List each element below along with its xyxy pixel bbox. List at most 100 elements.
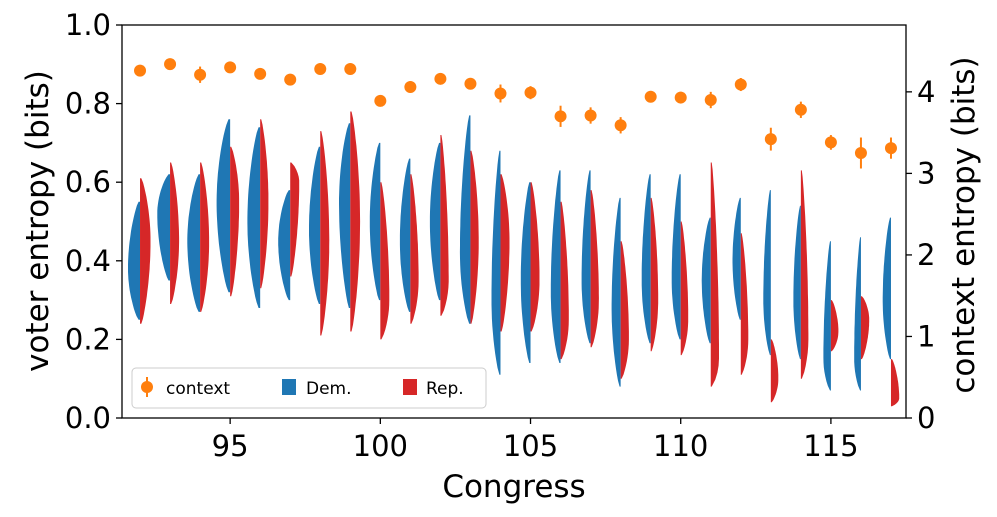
context-point-96 <box>254 67 267 80</box>
context-point-101 <box>404 80 417 93</box>
x-tick-label-95: 95 <box>212 429 249 463</box>
dem-violin-113 <box>763 190 771 356</box>
rep-violin-102 <box>440 135 449 316</box>
dem-violin-111 <box>701 217 711 344</box>
dem-violin-114 <box>793 205 801 360</box>
dem-violin-107 <box>581 170 591 344</box>
rep-violin-93 <box>170 162 180 304</box>
y-left-tick-label-1.0: 1.0 <box>65 8 111 42</box>
rep-violin-103 <box>470 150 479 324</box>
legend-dem-swatch <box>282 379 296 395</box>
rep-violin-115 <box>830 300 839 352</box>
dem-violin-93 <box>157 174 171 281</box>
legend: context Dem. Rep. <box>131 367 487 409</box>
context-point-114 <box>794 103 807 116</box>
rep-violin-105 <box>530 182 540 332</box>
context-point-107 <box>584 109 597 122</box>
context-point-113 <box>764 133 777 146</box>
dem-violin-117 <box>882 217 891 360</box>
context-point-100 <box>374 94 387 107</box>
context-point-94 <box>194 68 207 81</box>
y-left-tick-label-0.2: 0.2 <box>65 322 111 356</box>
legend-rep-swatch <box>403 379 417 395</box>
rep-violin-99 <box>350 111 361 332</box>
legend-context-marker <box>141 381 153 393</box>
rep-violin-114 <box>800 170 809 379</box>
y-right-tick-label-3: 3 <box>917 156 935 190</box>
context-point-108 <box>614 119 627 132</box>
rep-violin-113 <box>770 339 779 403</box>
context-point-116 <box>854 147 867 160</box>
legend-dem-label: Dem. <box>306 379 352 399</box>
context-point-104 <box>494 87 507 100</box>
legend-box <box>131 367 487 409</box>
dem-violin-112 <box>732 197 741 320</box>
rep-violin-109 <box>650 197 659 352</box>
x-axis-title: Congress <box>442 469 585 505</box>
rep-violin-97 <box>290 162 300 277</box>
y-left-tick-label-0.8: 0.8 <box>65 87 111 121</box>
x-tick-label-115: 115 <box>803 429 858 463</box>
y-axis-left-title: voter entropy (bits) <box>20 70 56 372</box>
rep-violin-110 <box>680 221 689 356</box>
tick-layer: 95 100 105 110 115 0.0 0.2 0.4 0.6 0.8 1.0 0 1 2 3 4 <box>65 8 936 463</box>
dem-violin-106 <box>550 170 561 363</box>
dem-violin-103 <box>459 115 471 324</box>
dem-violin-110 <box>671 174 681 340</box>
dem-violin-108 <box>611 197 621 387</box>
rep-violin-104 <box>500 174 510 332</box>
y-right-tick-label-4: 4 <box>917 75 935 109</box>
x-tick-label-100: 100 <box>353 429 408 463</box>
y-left-tick-label-0.0: 0.0 <box>65 401 111 435</box>
dem-violin-94 <box>187 174 201 312</box>
rep-violin-95 <box>230 146 240 297</box>
x-tick-label-110: 110 <box>653 429 708 463</box>
context-point-92 <box>134 64 147 77</box>
legend-rep-label: Rep. <box>426 379 464 399</box>
context-point-117 <box>884 142 897 155</box>
y-left-tick-label-0.6: 0.6 <box>65 165 111 199</box>
y-right-tick-label-0: 0 <box>917 401 935 435</box>
context-point-109 <box>644 90 657 103</box>
context-point-97 <box>284 73 297 86</box>
rep-violin-108 <box>620 241 629 379</box>
rep-violin-92 <box>140 178 151 324</box>
dem-violin-116 <box>854 237 861 391</box>
context-point-110 <box>674 91 687 104</box>
y-left-tick-label-0.4: 0.4 <box>65 244 111 278</box>
rep-violin-96 <box>260 119 269 289</box>
rep-violin-106 <box>560 201 569 360</box>
dem-violin-102 <box>429 142 441 301</box>
context-point-102 <box>434 72 447 85</box>
context-point-112 <box>734 78 747 91</box>
rep-violin-111 <box>710 162 719 387</box>
context-point-layer <box>134 58 897 169</box>
rep-violin-98 <box>320 131 330 336</box>
dem-violin-115 <box>823 241 831 391</box>
context-point-106 <box>554 110 567 123</box>
dem-violin-96 <box>247 127 261 308</box>
context-point-98 <box>314 63 327 76</box>
dem-violin-95 <box>216 119 231 293</box>
x-tick-label-105: 105 <box>503 429 558 463</box>
context-point-111 <box>704 94 717 107</box>
dem-violin-92 <box>128 201 141 320</box>
context-point-115 <box>824 136 837 149</box>
dem-violin-104 <box>491 150 501 375</box>
rep-violin-101 <box>410 174 419 324</box>
y-axis-right-title: context entropy (bits) <box>946 56 982 393</box>
y-right-tick-label-2: 2 <box>917 238 935 272</box>
rep-violin-94 <box>200 162 210 312</box>
rep-violin-112 <box>740 233 749 375</box>
rep-violin-107 <box>590 190 599 348</box>
context-point-99 <box>344 63 357 76</box>
rep-violin-100 <box>380 182 390 340</box>
violin-layer <box>128 111 900 407</box>
context-point-103 <box>464 77 477 90</box>
context-point-93 <box>164 58 177 71</box>
dem-violin-99 <box>339 123 351 308</box>
context-point-95 <box>224 61 237 74</box>
rep-violin-116 <box>860 296 870 360</box>
dem-violin-98 <box>309 146 321 304</box>
